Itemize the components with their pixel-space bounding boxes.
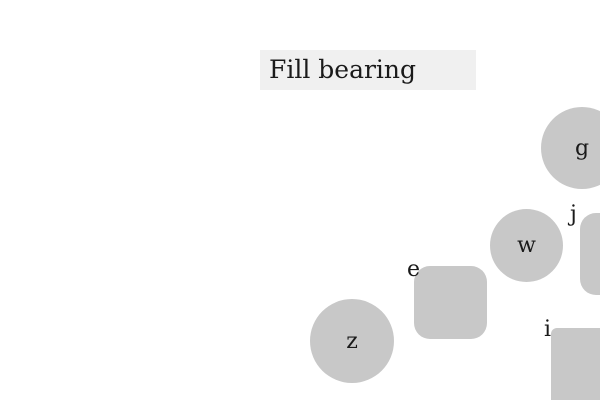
shape-w-circle[interactable]: w (490, 209, 563, 282)
shape-e-square[interactable] (414, 266, 487, 339)
shape-j-rect[interactable] (580, 213, 600, 295)
instruction-text: Fill bearing (260, 50, 476, 90)
shape-i-rect[interactable] (551, 328, 600, 400)
shape-g-circle[interactable]: g (541, 107, 600, 189)
shape-e-label: e (407, 257, 421, 282)
shape-i-label: i (544, 317, 552, 342)
shape-z-circle[interactable]: z (310, 299, 394, 383)
shape-j-label: j (570, 202, 577, 227)
